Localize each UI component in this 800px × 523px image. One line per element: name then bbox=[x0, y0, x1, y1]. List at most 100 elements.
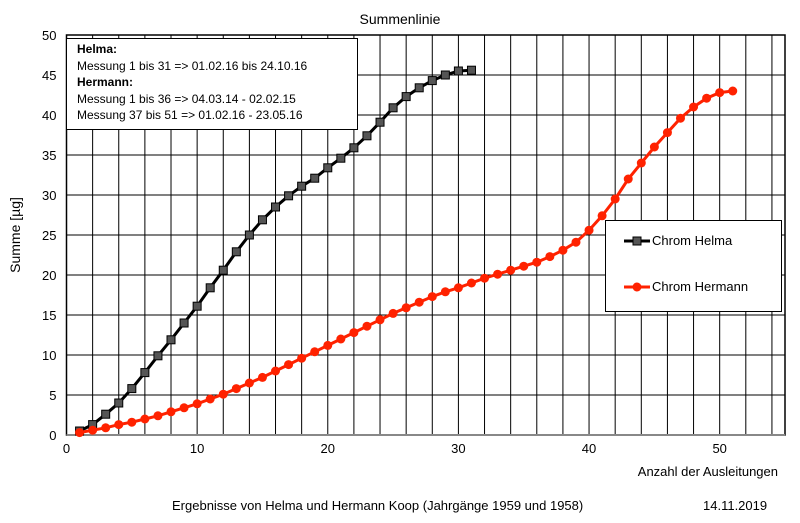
data-point-hermann bbox=[179, 403, 189, 413]
y-axis-label: Summe [µg] bbox=[7, 197, 23, 273]
data-point-hermann bbox=[506, 265, 516, 275]
data-point-helma bbox=[244, 230, 254, 240]
data-point-helma bbox=[427, 76, 437, 86]
data-point-hermann bbox=[192, 399, 202, 409]
annotation-hermann-line-1: Messung 1 bis 36 => 04.03.14 - 02.02.15 bbox=[77, 91, 296, 106]
data-point-hermann bbox=[662, 128, 672, 138]
data-point-hermann bbox=[271, 366, 281, 376]
data-point-helma bbox=[114, 398, 124, 408]
data-point-helma bbox=[388, 103, 398, 113]
footer-caption: Ergebnisse von Helma und Hermann Koop (J… bbox=[172, 498, 583, 513]
data-point-helma bbox=[284, 191, 294, 201]
data-point-hermann bbox=[480, 273, 490, 283]
circle-marker-icon bbox=[624, 282, 650, 291]
data-point-hermann bbox=[636, 158, 646, 168]
y-tick-label: 40 bbox=[42, 108, 56, 123]
annotation-helma-heading: Helma: bbox=[77, 42, 118, 56]
data-point-helma bbox=[297, 181, 307, 191]
data-point-hermann bbox=[388, 308, 398, 318]
data-point-helma bbox=[218, 265, 228, 275]
data-point-hermann bbox=[493, 269, 503, 279]
data-point-helma bbox=[375, 117, 385, 127]
data-point-hermann bbox=[101, 423, 111, 433]
data-point-hermann bbox=[323, 340, 333, 350]
data-point-hermann bbox=[205, 394, 215, 404]
data-point-hermann bbox=[231, 384, 241, 394]
data-point-hermann bbox=[623, 174, 633, 184]
data-point-helma bbox=[440, 70, 450, 80]
legend-label-hermann: Chrom Hermann bbox=[652, 279, 749, 294]
y-tick-label: 0 bbox=[49, 428, 56, 443]
data-point-hermann bbox=[75, 428, 85, 438]
square-marker-icon bbox=[624, 236, 650, 245]
annotation-hermann-heading: Hermann: bbox=[77, 75, 134, 89]
data-point-hermann bbox=[362, 321, 372, 331]
data-point-hermann bbox=[571, 237, 581, 247]
data-point-hermann bbox=[244, 378, 254, 388]
data-point-helma bbox=[414, 83, 424, 93]
legend: Chrom Helma Chrom Hermann bbox=[605, 220, 782, 312]
y-tick-label: 50 bbox=[42, 28, 56, 43]
data-point-hermann bbox=[284, 360, 294, 370]
data-point-hermann bbox=[166, 407, 176, 417]
data-point-helma bbox=[349, 143, 359, 153]
data-point-helma bbox=[153, 351, 163, 361]
data-point-hermann bbox=[584, 225, 594, 235]
data-point-hermann bbox=[153, 411, 163, 421]
x-tick-label: 10 bbox=[190, 441, 204, 456]
chart-title: Summenlinie bbox=[360, 11, 441, 27]
data-point-helma bbox=[257, 215, 267, 225]
data-point-hermann bbox=[689, 102, 699, 112]
y-tick-label: 25 bbox=[42, 228, 56, 243]
data-point-hermann bbox=[715, 88, 725, 98]
data-point-helma bbox=[401, 92, 411, 102]
annotation-hermann-line-2: Messung 37 bis 51 => 01.02.16 - 23.05.16 bbox=[77, 108, 303, 122]
data-point-hermann bbox=[532, 257, 542, 267]
y-tick-label: 10 bbox=[42, 348, 56, 363]
data-point-hermann bbox=[702, 93, 712, 103]
data-point-helma bbox=[205, 283, 215, 293]
data-point-hermann bbox=[427, 292, 437, 302]
data-point-helma bbox=[231, 247, 241, 257]
footer-date: 14.11.2019 bbox=[703, 498, 767, 513]
annotation-box: Helma: Messung 1 bis 31 => 01.02.16 bis … bbox=[66, 38, 358, 130]
x-tick-label: 30 bbox=[451, 441, 465, 456]
data-point-hermann bbox=[257, 372, 267, 382]
legend-item-hermann: Chrom Hermann bbox=[624, 279, 748, 294]
data-point-hermann bbox=[728, 86, 738, 96]
data-point-hermann bbox=[88, 425, 98, 435]
data-point-hermann bbox=[336, 334, 346, 344]
y-tick-label: 15 bbox=[42, 308, 56, 323]
data-point-hermann bbox=[218, 389, 228, 399]
data-point-helma bbox=[336, 153, 346, 163]
data-point-hermann bbox=[375, 315, 385, 325]
legend-label-helma: Chrom Helma bbox=[652, 233, 733, 248]
data-point-hermann bbox=[453, 283, 463, 293]
annotation-helma-line: Messung 1 bis 31 => 01.02.16 bis 24.10.1… bbox=[77, 58, 308, 73]
data-point-helma bbox=[166, 335, 176, 345]
data-point-helma bbox=[310, 173, 320, 183]
data-point-helma bbox=[179, 318, 189, 328]
legend-item-helma: Chrom Helma bbox=[624, 233, 732, 248]
data-point-hermann bbox=[127, 417, 137, 427]
data-point-hermann bbox=[558, 245, 568, 255]
data-point-hermann bbox=[401, 303, 411, 313]
y-tick-label: 5 bbox=[49, 388, 56, 403]
x-tick-label: 20 bbox=[321, 441, 335, 456]
data-point-hermann bbox=[519, 261, 529, 271]
data-point-hermann bbox=[114, 420, 124, 430]
data-point-hermann bbox=[349, 328, 359, 338]
x-tick-label: 0 bbox=[63, 441, 70, 456]
x-tick-label: 40 bbox=[582, 441, 596, 456]
data-point-helma bbox=[101, 409, 111, 419]
data-point-helma bbox=[127, 384, 137, 394]
data-point-hermann bbox=[140, 414, 150, 424]
data-point-helma bbox=[140, 368, 150, 378]
data-point-helma bbox=[192, 301, 202, 311]
data-point-hermann bbox=[545, 252, 555, 262]
data-point-hermann bbox=[440, 287, 450, 297]
data-point-helma bbox=[362, 131, 372, 141]
x-tick-label: 50 bbox=[712, 441, 726, 456]
y-tick-label: 35 bbox=[42, 148, 56, 163]
